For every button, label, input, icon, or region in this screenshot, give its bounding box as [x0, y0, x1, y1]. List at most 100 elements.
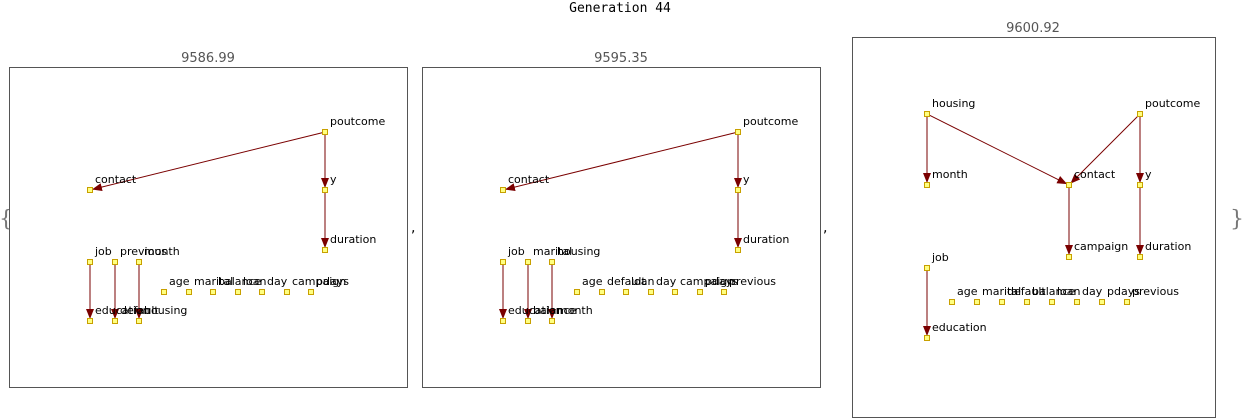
node-marker: [1066, 182, 1072, 188]
node-default: default: [999, 285, 1046, 305]
node-education: education: [924, 321, 987, 341]
node-poutcome: poutcome: [322, 115, 385, 135]
node-previous: previous: [112, 245, 167, 265]
node-label: marital: [194, 275, 233, 288]
close-brace: }: [1230, 207, 1242, 232]
edge-layer: [499, 132, 742, 319]
node-marker: [623, 289, 629, 295]
node-label: housing: [557, 245, 600, 258]
node-y: y: [735, 173, 750, 193]
node-marker: [949, 299, 955, 305]
node-label: marital: [533, 245, 572, 258]
node-label: pdays: [316, 275, 349, 288]
node-layer: housing poutcome month contact y campaign dura…: [924, 97, 1200, 341]
node-marker: [1124, 299, 1130, 305]
node-default: default: [112, 304, 159, 324]
node-label: day: [656, 275, 677, 288]
node-label: age: [169, 275, 190, 288]
node-label: pdays: [705, 275, 738, 288]
node-marker: [735, 247, 741, 253]
node-label: y: [1145, 168, 1152, 181]
node-marker: [1066, 254, 1072, 260]
panel-frame: [9, 67, 408, 388]
node-marker: [697, 289, 703, 295]
node-label: education: [95, 304, 150, 317]
node-label: default: [607, 275, 646, 288]
node-label: month: [932, 168, 968, 181]
node-marker: [112, 318, 118, 324]
node-label: default: [120, 304, 159, 317]
node-pdays: pdays: [1099, 285, 1140, 305]
node-day: day: [259, 275, 288, 295]
node-marital: marital: [974, 285, 1021, 305]
node-job: job: [500, 245, 525, 265]
node-label: education: [508, 304, 563, 317]
node-label: housing: [932, 97, 975, 110]
node-marker: [186, 289, 192, 295]
node-layer: poutcome contact y duration job maritalhousin…: [500, 115, 798, 324]
node-y: y: [1137, 168, 1152, 188]
node-loan: loan: [623, 275, 655, 295]
node-housing: housing: [136, 304, 187, 324]
node-month: month: [924, 168, 968, 188]
node-label: campaign: [680, 275, 734, 288]
edge-layer: [923, 114, 1144, 336]
node-contact: contact: [500, 173, 550, 193]
node-marker: [1137, 182, 1143, 188]
node-day: day: [1074, 285, 1103, 305]
node-marker: [322, 129, 328, 135]
node-marker: [924, 265, 930, 271]
node-label: balance: [218, 275, 262, 288]
node-campaign: campaign: [1066, 240, 1128, 260]
node-age: age: [949, 285, 978, 305]
node-label: education: [932, 321, 987, 334]
node-marker: [924, 111, 930, 117]
node-housing: housing: [924, 97, 975, 117]
node-campaign: campaign: [672, 275, 734, 295]
edge-housing-to-contact: [929, 114, 1068, 185]
node-label: contact: [508, 173, 550, 186]
panel-score: 9595.35: [594, 51, 648, 66]
node-marker: [574, 289, 580, 295]
node-previous: previous: [1124, 285, 1179, 305]
node-marker: [259, 289, 265, 295]
node-label: y: [330, 173, 337, 186]
node-y: y: [322, 173, 337, 193]
node-marker: [924, 335, 930, 341]
node-marker: [161, 289, 167, 295]
node-label: poutcome: [1145, 97, 1200, 110]
network-panel-2: 9595.35 poutcome contact y duration job marit…: [422, 51, 821, 388]
node-marker: [136, 259, 142, 265]
node-marker: [735, 129, 741, 135]
node-marker: [87, 318, 93, 324]
node-marker: [500, 259, 506, 265]
node-label: campaign: [292, 275, 346, 288]
panel-frame: [422, 67, 821, 388]
node-label: day: [1082, 285, 1103, 298]
node-loan: loan: [235, 275, 267, 295]
node-label: job: [94, 245, 112, 258]
node-label: previous: [729, 275, 776, 288]
node-age: age: [161, 275, 190, 295]
node-label: duration: [743, 233, 789, 246]
node-marker: [500, 187, 506, 193]
node-label: month: [557, 304, 593, 317]
node-housing: housing: [549, 245, 600, 265]
node-marker: [1137, 111, 1143, 117]
node-contact: contact: [87, 173, 137, 193]
node-poutcome: poutcome: [735, 115, 798, 135]
node-age: age: [574, 275, 603, 295]
node-marker: [112, 259, 118, 265]
node-label: balance: [533, 304, 577, 317]
node-label: age: [957, 285, 978, 298]
node-duration: duration: [322, 233, 376, 253]
network-panel-3: 9600.92 housing poutcome month contact y camp…: [852, 21, 1216, 418]
node-marker: [549, 318, 555, 324]
node-marker: [322, 247, 328, 253]
node-marker: [735, 187, 741, 193]
node-label: age: [582, 275, 603, 288]
node-marker: [136, 318, 142, 324]
node-marker: [87, 259, 93, 265]
node-marker: [235, 289, 241, 295]
node-label: month: [144, 245, 180, 258]
